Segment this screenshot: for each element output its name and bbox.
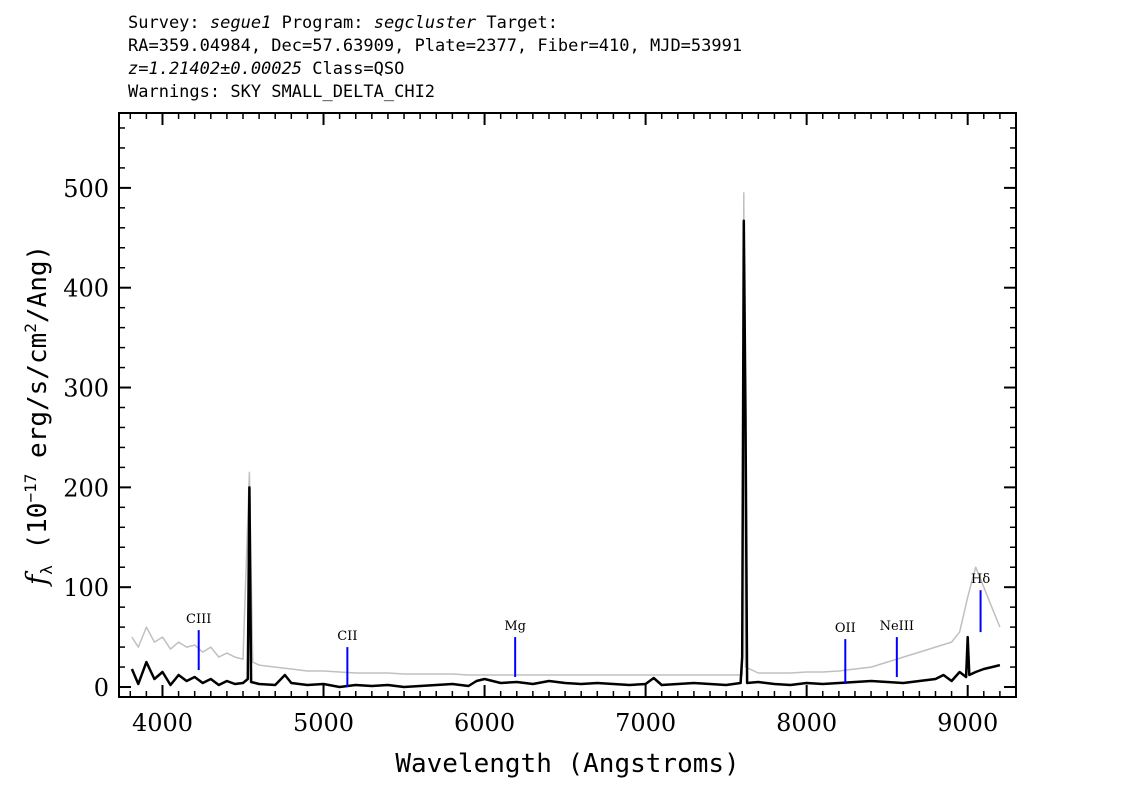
- x-axis-title: Wavelength (Angstroms): [395, 749, 739, 779]
- target-label: Target:: [486, 13, 558, 33]
- error-series-line: [131, 192, 1001, 676]
- x-tick-label: 4000: [132, 709, 193, 737]
- emission-line-oii-label: OII: [835, 621, 856, 636]
- tick-labels-layer: 4000 5000 6000 7000 8000 9000 0 100 200 300 400 500: [63, 175, 998, 737]
- flux-series-line: [130, 219, 1001, 689]
- program-value: segcluster: [373, 13, 477, 33]
- y-tick-label: 300: [63, 375, 109, 403]
- header-line-warnings: Warnings: SKY SMALL_DELTA_CHI2: [128, 82, 436, 102]
- x-tick-label: 9000: [937, 709, 998, 737]
- y-axis-title-part: 2: [21, 323, 40, 333]
- y-axis-title-part: /Ang): [23, 245, 53, 323]
- emission-lines-layer: CIII CII Mg OII NeIII Hδ: [186, 572, 990, 688]
- header-line-redshift: z=1.21402±0.00025 Class=QSO: [128, 58, 742, 81]
- survey-value: segue1: [209, 13, 272, 33]
- flux-series-layer: [130, 219, 1001, 689]
- emission-line-ciii-label: CIII: [186, 612, 211, 627]
- y-tick-label: 200: [63, 474, 109, 502]
- y-tick-label: 400: [63, 275, 109, 303]
- header-line-survey: Survey: segue1 Program: segcluster Targe…: [128, 12, 742, 35]
- survey-label: Survey:: [128, 13, 200, 33]
- emission-line-h-label: Hδ: [971, 572, 990, 587]
- program-label: Program:: [281, 13, 364, 33]
- class-value: Class=QSO: [312, 59, 405, 79]
- spectrum-header: Survey: segue1 Program: segcluster Targe…: [128, 12, 742, 104]
- y-tick-label: 500: [63, 175, 109, 203]
- y-axis-title-part: −17: [21, 474, 40, 503]
- x-tick-label: 6000: [454, 709, 515, 737]
- plot-frame: [118, 112, 1017, 698]
- emission-line-cii-label: CII: [337, 629, 357, 644]
- y-tick-label: 0: [94, 674, 109, 702]
- x-tick-label: 8000: [776, 709, 837, 737]
- y-axis-title: fλ (10−17 erg/s/cm2/Ang): [20, 245, 56, 587]
- emission-line-neiii-label: NeIII: [880, 619, 914, 634]
- axis-ticks-layer: [119, 113, 1017, 697]
- header-line-coords: RA=359.04984, Dec=57.63909, Plate=2377, …: [128, 36, 743, 56]
- y-axis-title-part: λ: [37, 565, 56, 575]
- redshift-value: z=1.21402±0.00025: [128, 59, 302, 79]
- emission-line-mg-label: Mg: [504, 619, 526, 634]
- x-tick-label: 5000: [293, 709, 354, 737]
- y-axis-title-part: (10: [23, 503, 53, 566]
- y-axis-title-part: erg/s/cm: [23, 333, 53, 474]
- y-tick-label: 100: [63, 574, 109, 602]
- x-tick-label: 7000: [615, 709, 676, 737]
- error-series-layer: [131, 192, 1001, 676]
